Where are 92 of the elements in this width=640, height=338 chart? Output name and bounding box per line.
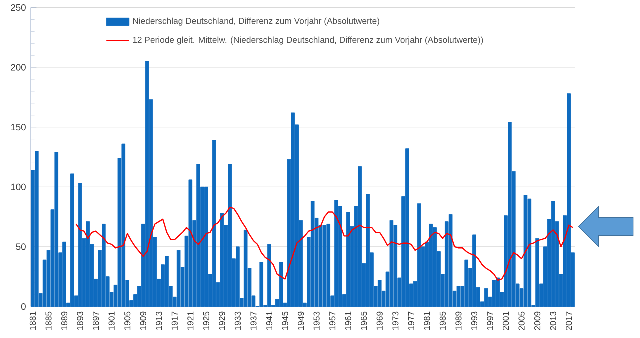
bar xyxy=(326,224,331,308)
y-tick-label: 100 xyxy=(11,184,26,191)
bar xyxy=(472,234,476,308)
x-tick-label: 2005 xyxy=(518,312,525,330)
bar xyxy=(429,224,434,308)
bar xyxy=(86,222,90,308)
y-tick-label: 200 xyxy=(11,64,26,71)
bar xyxy=(464,260,468,308)
x-tick-label: 1945 xyxy=(282,312,288,330)
bar xyxy=(122,144,126,308)
y-tick-label: 0 xyxy=(21,304,26,310)
bar xyxy=(204,187,208,308)
x-tick-label: 1881 xyxy=(30,312,36,330)
y-tick-label: 250 xyxy=(11,4,26,12)
bar xyxy=(220,213,224,308)
bar xyxy=(196,164,200,308)
bar xyxy=(492,280,496,308)
x-tick-label: 1905 xyxy=(124,312,131,330)
x-tick-label: 2009 xyxy=(534,312,541,330)
bar xyxy=(54,152,59,308)
x-tick-label: 1929 xyxy=(219,312,226,330)
x-tick-label: 1981 xyxy=(424,312,430,330)
x-tick-label: 1961 xyxy=(345,312,352,330)
bar xyxy=(322,225,327,308)
bar xyxy=(260,262,264,308)
legend-label: Niederschlag Deutschland, Differenz zum Vorjahr (Absolutwerte) xyxy=(133,18,380,26)
bar xyxy=(268,244,272,308)
bar xyxy=(528,198,532,308)
x-tick-label: 2013 xyxy=(550,312,556,330)
bar xyxy=(448,214,453,308)
bar xyxy=(551,201,556,308)
x-tick-label: 1953 xyxy=(314,312,320,330)
x-tick-label: 1973 xyxy=(392,312,399,330)
bar xyxy=(310,201,315,308)
y-tick-label: 50 xyxy=(16,244,26,250)
x-tick-label: 1917 xyxy=(172,312,178,330)
x-tick-label: 1889 xyxy=(61,312,68,330)
bar xyxy=(484,288,488,308)
bar xyxy=(346,212,350,308)
bar xyxy=(279,262,284,308)
bar xyxy=(524,195,528,308)
x-tick-label: 1985 xyxy=(440,312,446,330)
y-tick-label: 150 xyxy=(11,124,26,131)
bar xyxy=(433,228,437,308)
x-tick-label: 1993 xyxy=(471,312,478,330)
bar xyxy=(334,200,338,308)
legend-label: 12 Periode gleit. Mittelw. (Niederschlag Deutschland, Differenz zum Vorjahr (Absolutwerte)) xyxy=(133,36,484,45)
x-tick-label: 1893 xyxy=(77,312,84,330)
bar xyxy=(102,224,106,308)
bar xyxy=(496,278,500,308)
bar xyxy=(390,220,394,308)
bar xyxy=(508,122,512,308)
bar xyxy=(78,183,82,308)
bar xyxy=(228,164,232,308)
bar xyxy=(70,174,74,308)
x-tick-label: 1925 xyxy=(203,312,210,330)
x-tick-label: 2001 xyxy=(502,312,510,330)
bar xyxy=(176,250,181,308)
x-tick-label: 1941 xyxy=(266,312,273,330)
x-tick-label: 1909 xyxy=(140,312,146,330)
bar xyxy=(62,242,66,308)
bar xyxy=(417,204,422,308)
bar xyxy=(165,256,169,308)
bar xyxy=(567,94,571,308)
x-tick-label: 1933 xyxy=(234,312,242,330)
x-tick-label: 1885 xyxy=(46,312,52,330)
x-tick-label: 1977 xyxy=(408,312,414,330)
x-tick-label: 1913 xyxy=(156,312,162,330)
bar xyxy=(366,194,370,308)
x-tick-label: 1965 xyxy=(361,312,368,330)
bar xyxy=(244,230,248,308)
bar xyxy=(456,286,461,308)
x-tick-label: 1949 xyxy=(298,312,304,330)
x-tick-label: 1937 xyxy=(250,312,257,330)
bar xyxy=(378,280,382,308)
bar xyxy=(145,61,150,308)
x-tick-label: 1997 xyxy=(487,312,494,330)
x-tick-label: 1897 xyxy=(92,312,100,330)
bar xyxy=(188,180,193,308)
bar xyxy=(358,166,362,308)
x-tick-label: 1969 xyxy=(376,312,383,330)
bar xyxy=(35,151,39,308)
bar xyxy=(291,112,296,308)
x-tick-label: 1901 xyxy=(108,312,115,330)
bar xyxy=(406,148,410,308)
x-tick-label: 2017 xyxy=(566,312,572,330)
bar xyxy=(536,238,540,308)
bar xyxy=(236,246,240,308)
bar xyxy=(212,140,216,308)
x-tick-label: 1921 xyxy=(188,312,194,330)
x-tick-label: 1957 xyxy=(330,312,336,330)
x-tick-label: 1989 xyxy=(456,312,462,330)
